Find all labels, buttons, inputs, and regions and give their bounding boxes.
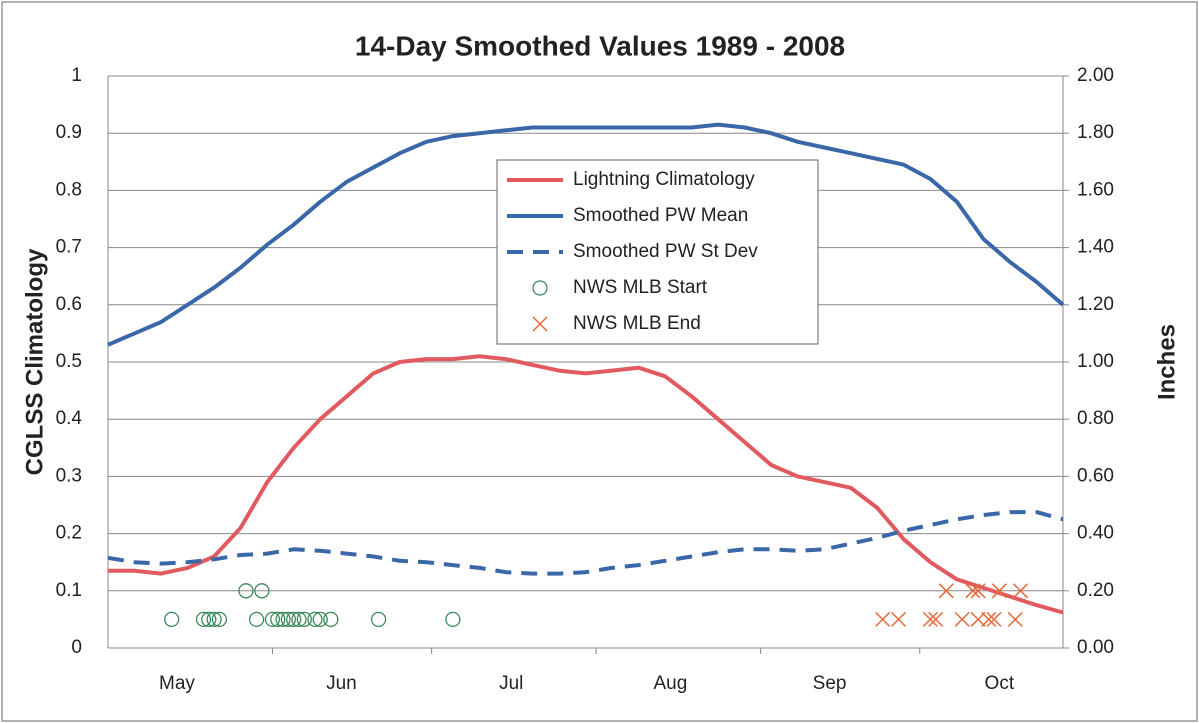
- legend-label: Smoothed PW St Dev: [573, 241, 758, 262]
- x-tick-label: Aug: [653, 673, 687, 694]
- y2-tick-label: 0.80: [1077, 408, 1114, 429]
- point: [954, 611, 970, 627]
- y-tick-label: 0.3: [56, 465, 82, 486]
- point: [291, 611, 307, 628]
- point: [264, 611, 281, 628]
- point: [254, 583, 270, 599]
- y2-tick-label: 1.40: [1077, 237, 1114, 258]
- y-tick-label: 0.8: [56, 179, 82, 200]
- point: [970, 611, 986, 627]
- y-tick-label: 0.1: [56, 580, 82, 601]
- x-tick-label: Jul: [499, 673, 523, 694]
- point: [890, 611, 907, 627]
- y-tick-label: 0.2: [56, 523, 82, 544]
- x-tick-label: Jun: [326, 673, 357, 694]
- x-tick-label: Sep: [813, 673, 847, 694]
- y-tick-label: 0.6: [56, 294, 82, 315]
- y2-tick-label: 0.20: [1077, 580, 1114, 601]
- point: [875, 611, 891, 627]
- line: [107, 122, 1065, 347]
- legend-label: NWS MLB Start: [573, 277, 708, 298]
- point: [211, 611, 228, 628]
- chart-title: 14-Day Smoothed Values 1989 - 2008: [355, 30, 845, 61]
- legend: Lightning Climatology Smoothed PW Mean Smo…: [496, 159, 819, 345]
- point: [323, 611, 339, 628]
- point: [238, 583, 254, 599]
- point: [1013, 583, 1029, 599]
- y2-tick-label: 0.40: [1077, 523, 1114, 544]
- point: [307, 611, 323, 628]
- legend-marker: [532, 316, 548, 332]
- y-axis-title: CGLSS Climatology: [21, 248, 48, 475]
- y2-axis-title: Inches: [1153, 324, 1180, 400]
- point: [280, 611, 297, 628]
- legend-marker: [532, 280, 548, 296]
- point: [201, 611, 217, 628]
- point: [970, 583, 986, 599]
- x-tick-label: May: [159, 673, 195, 694]
- y-tick-label: 0.4: [56, 408, 83, 429]
- y2-tick-label: 1.60: [1077, 179, 1114, 200]
- y2-tick-label: 0.60: [1077, 465, 1114, 486]
- point: [965, 583, 981, 599]
- point: [370, 611, 387, 628]
- line: [108, 354, 1064, 615]
- point: [1007, 611, 1023, 627]
- point: [248, 611, 265, 628]
- y-tick-label: 0.9: [56, 122, 82, 143]
- point: [922, 611, 938, 627]
- legend-label: Lightning Climatology: [573, 169, 755, 190]
- legend-box: [496, 159, 819, 345]
- y-tick-label: 0.7: [56, 237, 82, 258]
- point: [270, 611, 286, 628]
- point: [195, 611, 212, 628]
- y2-tick-label: 1.80: [1077, 122, 1114, 143]
- point: [991, 583, 1007, 599]
- y-tick-label: 0.5: [56, 351, 82, 372]
- legend-label: Smoothed PW Mean: [573, 205, 748, 226]
- x-tick-label: Oct: [985, 673, 1015, 694]
- point: [445, 611, 461, 628]
- y-tick-label: 1: [71, 65, 82, 86]
- legend-label: NWS MLB End: [573, 313, 701, 334]
- line: [107, 510, 1064, 576]
- point: [312, 611, 328, 628]
- point: [275, 611, 291, 628]
- y-tick-label: 0: [71, 637, 82, 658]
- point: [206, 611, 222, 628]
- point: [938, 583, 954, 599]
- y2-tick-label: 1.00: [1077, 351, 1114, 372]
- point: [296, 611, 312, 628]
- point: [986, 611, 1002, 627]
- y2-tick-label: 0.00: [1077, 637, 1114, 658]
- y2-tick-label: 2.00: [1077, 65, 1114, 86]
- point: [981, 611, 997, 627]
- point: [286, 611, 302, 628]
- point: [928, 611, 944, 627]
- y2-tick-label: 1.20: [1077, 294, 1114, 315]
- point: [164, 611, 180, 628]
